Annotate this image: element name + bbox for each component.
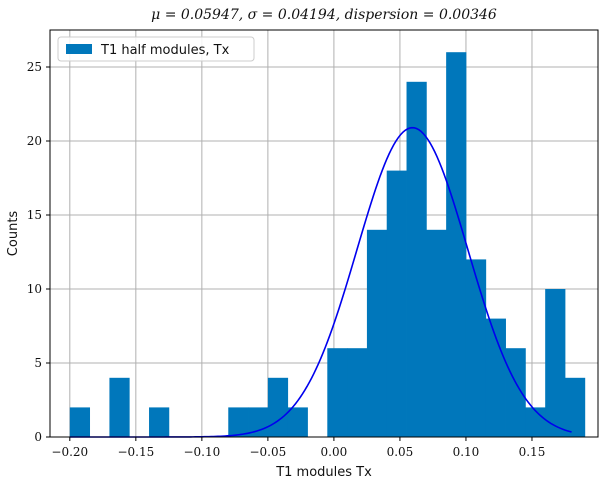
y-tick-label: 0 — [34, 430, 42, 444]
histogram-bar — [347, 348, 368, 437]
legend-swatch — [66, 44, 92, 54]
legend-box — [57, 36, 255, 62]
y-axis-label: Counts — [6, 211, 21, 257]
x-axis-label: T1 modules Tx — [275, 465, 372, 480]
legend-entry-label: T1 half modules, Tx — [100, 43, 230, 58]
x-tick-label: −0.15 — [117, 445, 154, 459]
histogram-bar — [69, 407, 91, 437]
histogram-bar — [267, 377, 289, 437]
y-tick-label: 25 — [27, 60, 42, 74]
x-tick-label: −0.05 — [249, 445, 286, 459]
histogram-bar — [406, 81, 427, 438]
histogram-bar — [149, 407, 170, 437]
histogram-bar — [366, 229, 388, 437]
y-tick-label: 20 — [27, 134, 42, 148]
x-tick-label: 0.05 — [387, 445, 414, 459]
histogram-bar — [446, 52, 467, 437]
x-tick-label: 0.15 — [519, 445, 546, 459]
plot-frame — [49, 29, 599, 438]
y-tick-label: 5 — [34, 356, 42, 370]
histogram-bar — [465, 259, 487, 437]
histogram-bar — [327, 348, 348, 437]
y-tick-label: 15 — [27, 208, 42, 222]
axis-ticks: −0.20 −0.15 −0.10 −0.05 0.00 0.05 0.10 0.15 0 5 10… — [27, 60, 546, 459]
histogram-bar — [386, 170, 407, 437]
y-tick-label: 10 — [27, 282, 42, 296]
x-tick-label: 0.00 — [321, 445, 348, 459]
legend: T1 half modules, Tx — [57, 36, 255, 62]
histogram-bar — [228, 407, 249, 437]
histogram-bar — [426, 229, 447, 437]
chart-title: μ = 0.05947, σ = 0.04194, dispersion = 0… — [151, 7, 497, 23]
histogram-bar — [485, 318, 506, 437]
histogram-bars — [69, 52, 586, 438]
x-tick-label: −0.20 — [51, 445, 88, 459]
histogram-bar — [505, 348, 526, 437]
histogram-bar — [564, 377, 586, 437]
histogram-bar — [545, 289, 566, 437]
x-tick-label: 0.10 — [453, 445, 480, 459]
histogram-bar — [109, 377, 130, 437]
x-tick-label: −0.10 — [183, 445, 220, 459]
histogram-bar — [287, 407, 308, 437]
